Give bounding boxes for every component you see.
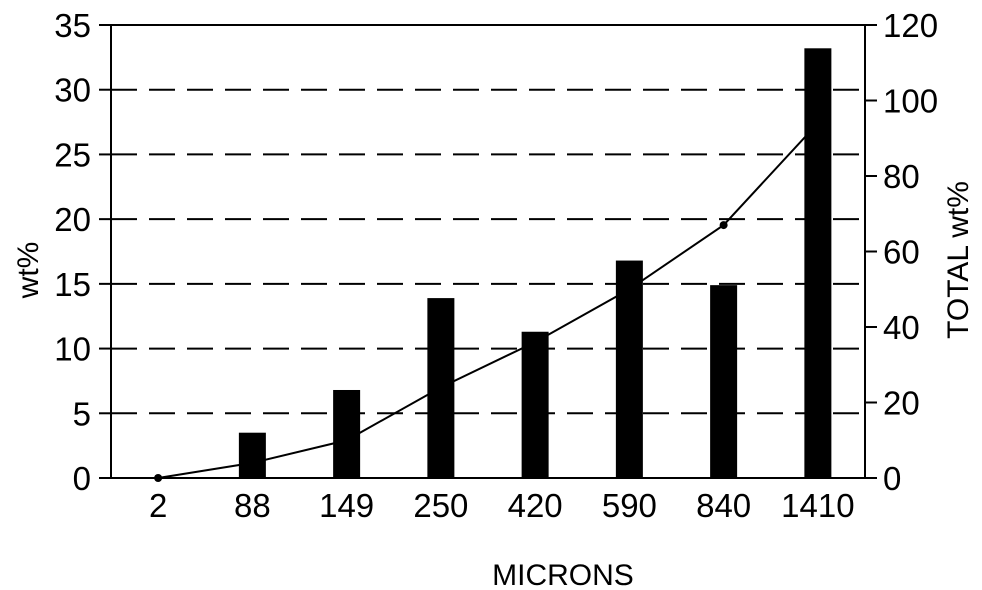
y-tick-label: 20: [54, 201, 91, 238]
x-tick-label: 250: [413, 487, 468, 524]
bar: [804, 48, 832, 478]
y2-tick-label: 120: [883, 7, 938, 44]
y-tick-label: 5: [73, 395, 91, 432]
y-tick-label: 35: [54, 7, 91, 44]
x-tick-label: 840: [696, 487, 751, 524]
x-tick-label: 2: [149, 487, 167, 524]
bars: [238, 48, 832, 478]
x-tick-label: 88: [234, 487, 271, 524]
x-tick-label: 149: [319, 487, 374, 524]
x-tick-label: 590: [602, 487, 657, 524]
y2-tick-label: 20: [883, 385, 920, 422]
y2-tick-label: 100: [883, 83, 938, 120]
x-axis-title: MICRONS: [492, 559, 634, 590]
bar: [521, 331, 549, 478]
bar: [333, 389, 361, 478]
x-tick-label: 420: [508, 487, 563, 524]
y2-axis-title: TOTAL wt%: [942, 181, 975, 339]
y2-tick-label: 0: [883, 460, 901, 497]
x-tick-label: 1410: [781, 487, 854, 524]
line-point: [719, 221, 728, 230]
bar: [238, 432, 266, 478]
y-tick-label: 0: [73, 460, 91, 497]
y-tick-label: 15: [54, 266, 91, 303]
total-line-path: [157, 122, 819, 479]
bar: [710, 285, 738, 478]
plot-frame: [110, 24, 866, 479]
y-tick-label: 10: [54, 331, 91, 368]
bar: [615, 260, 643, 478]
y2-tick-label: 40: [883, 309, 920, 346]
y2-tick-label: 60: [883, 234, 920, 271]
y-axis-title: wt%: [12, 242, 45, 300]
y-tick-label: 25: [54, 136, 91, 173]
y-tick-label: 30: [54, 72, 91, 109]
tick-labels: 0 5 10 15 20 25 30 35 0 20 40 60 80 100 120 2 88 149 250 42…: [54, 7, 938, 524]
grid-lines: [111, 88, 865, 415]
ticks: [99, 24, 877, 479]
y2-tick-label: 80: [883, 158, 920, 195]
